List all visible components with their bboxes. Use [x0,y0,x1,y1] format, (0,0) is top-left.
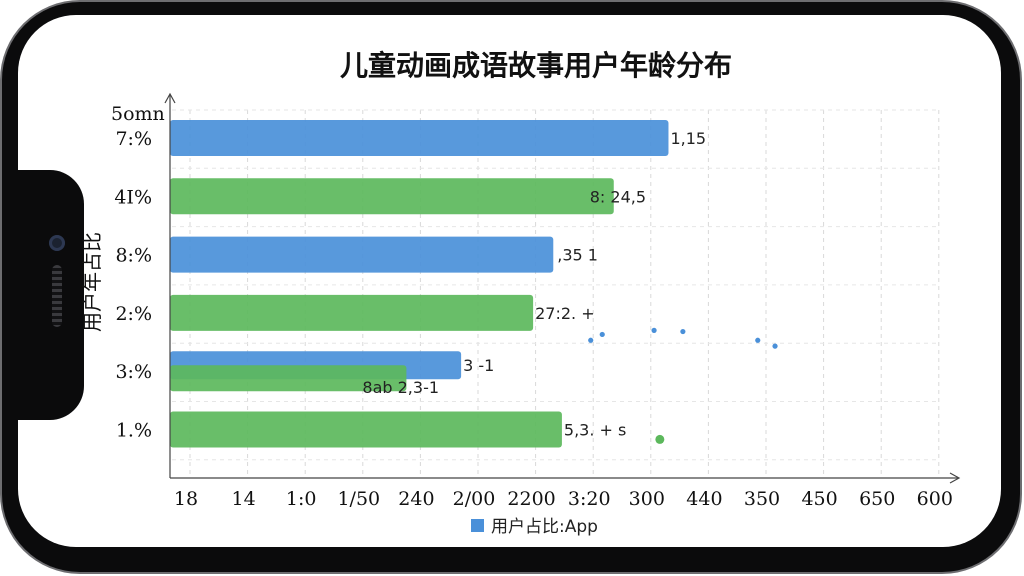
scatter-point [680,328,686,335]
bar-blue [170,120,669,156]
data-label: 8ab 2,3-1 [362,378,439,397]
x-tick-label: 240 [398,488,434,510]
bar-green [170,365,407,392]
y-tick-labels: 7:% 4I% 8:% 2:% 3:% 1.% [114,128,152,442]
bar-green [170,411,562,448]
speaker-grille-icon [52,265,62,327]
bars [170,120,669,448]
legend-label: 用户占比:App [491,517,598,537]
y-tick-label: 2:% [115,303,152,325]
x-tick-label: 350 [744,488,780,510]
x-tick-label: 600 [917,488,953,510]
x-tick-label: 1/50 [337,488,380,510]
data-labels: 1,15 8: 24,5 ,35 1 27:2. + 3 -1 8ab 2,3-1 5,3.… [362,129,706,440]
scatter-point [755,337,761,343]
bar-blue [170,236,554,273]
y-axis-arrow-icon [164,92,176,104]
data-label: 3 -1 [463,356,494,375]
x-tick-labels: 18 14 1:0 1/50 240 2/00 2200 3:20 300 440 350 450 65… [174,488,953,510]
camera-icon [49,235,65,251]
y-tick-label: 3:% [115,361,152,383]
x-tick-label: 440 [686,488,722,510]
data-label: 27:2. + [535,304,595,323]
x-tick-label: 18 [174,488,198,510]
y-tick-label: 4I% [114,186,152,208]
phone-notch [18,170,84,420]
y-tick-label: 8:% [115,245,152,267]
x-tick-label: 2/00 [453,488,496,510]
y-tick-label: 7:% [115,128,152,150]
x-axis-arrow-icon [949,472,961,484]
scatter-points [588,327,778,444]
scatter-point [651,327,657,333]
scatter-point [772,343,778,349]
bar-green [170,294,534,331]
x-tick-label: 3:20 [568,488,611,510]
chart-title: 儿童动画成语故事用户年龄分布 [340,49,732,82]
y-axis-top-label: 5omn [111,103,165,125]
phone-screen [18,15,1001,547]
scatter-point [588,337,594,343]
data-label: 1,15 [670,129,706,148]
x-tick-label: 300 [629,488,665,510]
bar-green [170,178,614,215]
x-tick-label: 14 [232,488,256,510]
y-axis-title: 用户年占比 [80,232,104,332]
x-tick-label: 2200 [507,488,555,510]
scatter-point [599,331,605,338]
y-tick-label: 1.% [116,420,152,442]
x-tick-label: 1:0 [286,488,317,510]
data-label: 8: 24,5 [590,187,646,206]
legend-swatch [471,519,484,532]
x-tick-label: 650 [859,488,895,510]
scatter-point [655,434,665,444]
data-label: 5,3. + s [564,421,626,440]
x-tick-label: 450 [801,488,837,510]
data-label: ,35 1 [557,246,598,265]
